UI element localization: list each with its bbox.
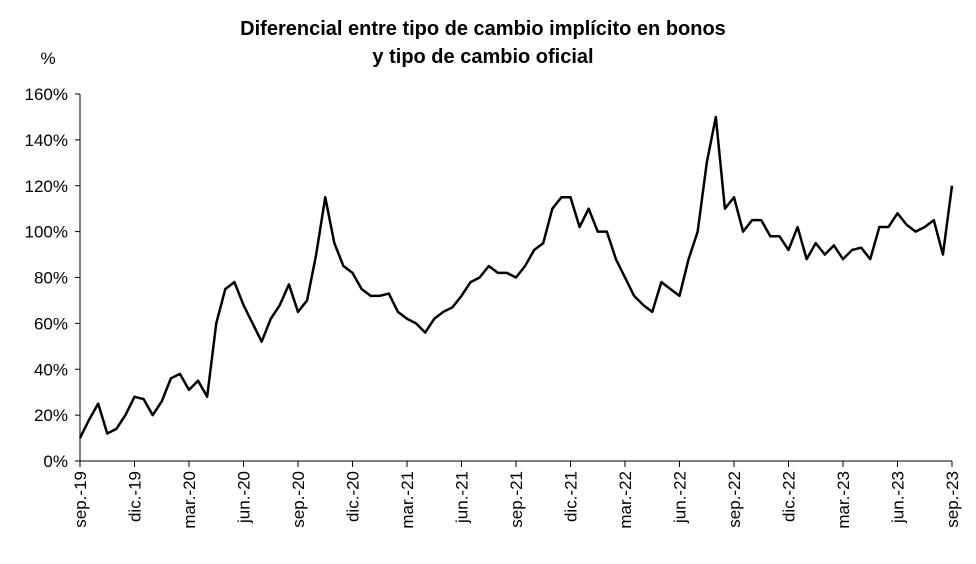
chart-title: y tipo de cambio oficial [372,46,593,68]
x-tick-label: sep.-23 [943,471,962,528]
x-tick-label: sep.-20 [289,471,308,528]
chart-title: Diferencial entre tipo de cambio implíci… [240,18,726,40]
y-tick-label: 160% [25,85,68,104]
x-tick-label: dic.-22 [780,471,799,522]
y-tick-label: 120% [25,177,68,196]
x-tick-label: sep.-21 [507,471,526,528]
y-tick-label: 140% [25,131,68,150]
y-axis-label: % [40,49,55,68]
x-tick-label: mar.-22 [616,471,635,529]
x-tick-label: mar.-20 [180,471,199,529]
y-tick-label: 0% [43,452,68,471]
x-tick-label: jun.-21 [453,471,472,524]
y-tick-label: 40% [34,360,68,379]
x-tick-label: jun.-22 [671,471,690,524]
x-tick-label: dic.-19 [126,471,145,522]
line [78,115,954,439]
x-tick-label: jun.-20 [235,471,254,524]
y-tick-label: 60% [34,314,68,333]
x-tick-label: mar.-21 [398,471,417,529]
y-tick-label: 100% [25,223,68,242]
y-tick-label: 80% [34,269,68,288]
x-tick-label: sep.-22 [725,471,744,528]
x-tick-label: jun.-23 [889,471,908,524]
x-tick-label: dic.-21 [562,471,581,522]
x-tick-label: mar.-23 [834,471,853,529]
x-tick-label: dic.-20 [344,471,363,522]
y-tick-label: 20% [34,406,68,425]
x-tick-label: sep.-19 [71,471,90,528]
